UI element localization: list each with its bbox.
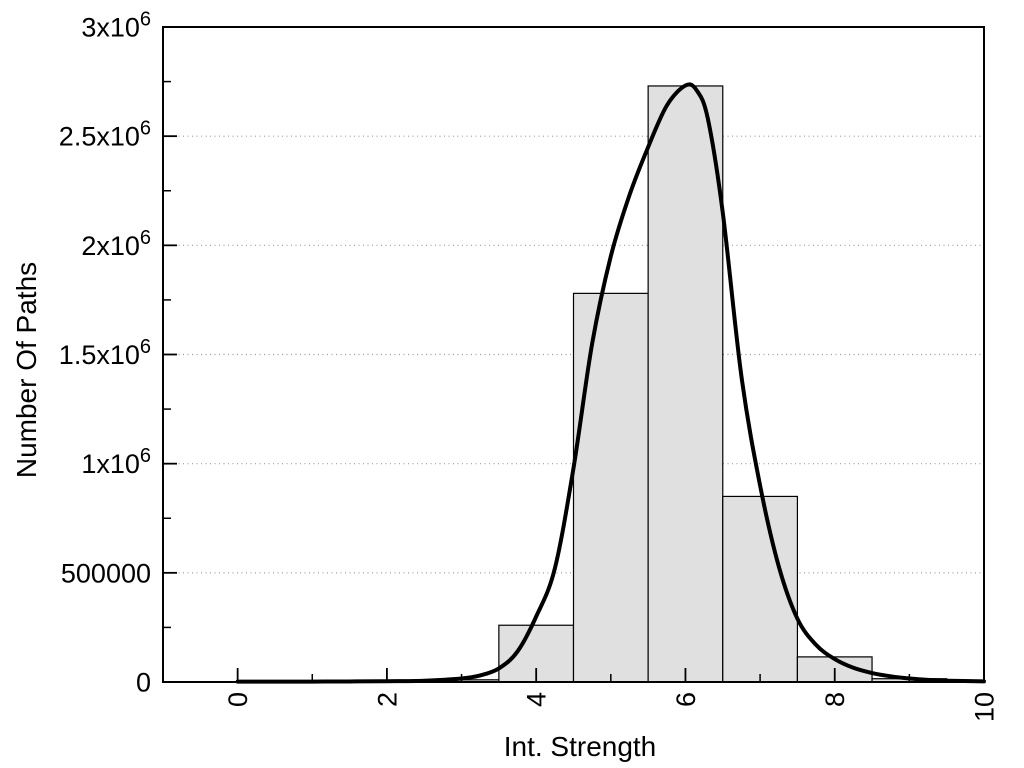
y-tick-label: 3x106: [81, 9, 151, 43]
histogram-bars-layer: [423, 85, 948, 683]
x-tick-label: 10: [970, 692, 1000, 722]
y-axis-title: Number Of Paths: [11, 262, 42, 478]
x-axis-title: Int. Strength: [504, 731, 657, 762]
x-tick-label: 8: [820, 692, 850, 707]
fit-curve: [235, 82, 986, 684]
y-tick-label: 1.5x106: [59, 336, 151, 370]
x-tick-label: 0: [223, 692, 253, 707]
histogram-bar: [572, 292, 649, 683]
x-tick-label: 6: [671, 692, 701, 707]
fit-curve-layer: [235, 82, 986, 684]
y-tick-label: 0: [136, 668, 151, 698]
x-tick-label: 2: [372, 692, 402, 707]
y-tick-label: 1x106: [81, 445, 151, 479]
y-tick-label: 2.5x106: [59, 118, 151, 152]
y-tick-label: 500000: [61, 558, 151, 588]
tick-labels-layer: 0 2 4 6 8 10 0 500000 1x106 1.5x106 2x106 2.5x106 3x…: [59, 9, 1000, 723]
x-tick-label: 4: [522, 692, 552, 707]
histogram-bar: [647, 85, 724, 683]
y-tick-label: 2x106: [81, 227, 151, 261]
